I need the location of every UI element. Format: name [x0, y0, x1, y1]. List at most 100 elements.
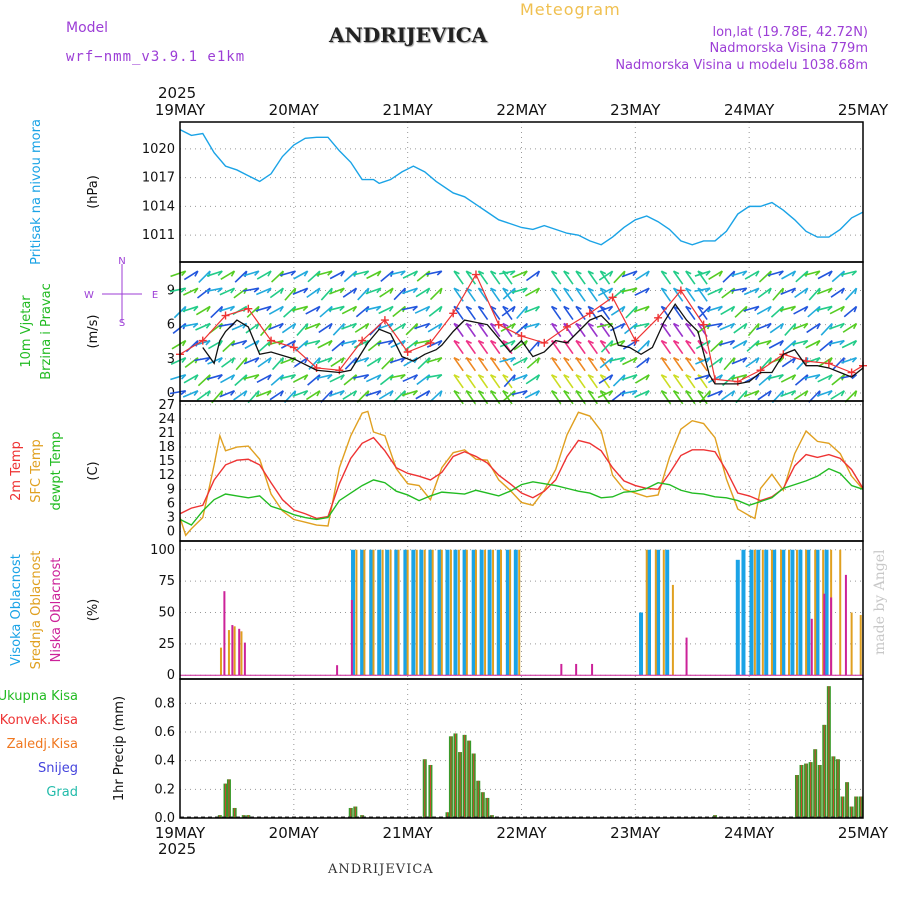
wind-barb [477, 374, 489, 389]
wind-barb-flag [218, 340, 223, 347]
wind-barb [279, 374, 296, 380]
wind-barb [170, 270, 186, 278]
gust-line [179, 273, 864, 383]
wind-barb-flag [551, 322, 558, 327]
wind-barb [330, 357, 345, 368]
wind-barb [807, 305, 821, 318]
wind-barb-flag [827, 390, 833, 396]
temp-2m-line [179, 436, 864, 520]
wind-barb-flag [253, 374, 260, 380]
wind-barb [563, 305, 574, 320]
wind-barb-flag [522, 374, 528, 380]
wind-barb [805, 339, 821, 349]
precip-conv-bar [860, 796, 862, 818]
cloud-bar-low [336, 665, 339, 676]
y-tick-label: 15 [158, 454, 175, 469]
wind-barb [417, 357, 431, 370]
wind-barb-flag [645, 287, 650, 294]
wind-barb [731, 270, 747, 277]
wind-barb-flag [376, 390, 382, 396]
gust-marker [244, 304, 253, 313]
wind-barb [672, 270, 684, 285]
wind-barb [256, 270, 272, 280]
wind-barb [489, 340, 501, 355]
wind-barb [685, 305, 696, 320]
wind-barb [477, 357, 489, 372]
wind-barb-flag [279, 306, 284, 312]
wind-barb-flag [230, 390, 236, 396]
wind-barb-flag [401, 323, 406, 330]
cloud-bar-high [646, 549, 651, 676]
wind-barb [597, 305, 613, 313]
wind-barb [732, 339, 748, 350]
wind-barb-flag [717, 322, 723, 328]
wind-barb [380, 270, 394, 283]
wind-barb [769, 322, 784, 334]
wind-barb [575, 287, 586, 302]
wind-barb [563, 270, 574, 285]
wind-barb [195, 305, 211, 316]
legend-label: Niska Oblacnost [49, 558, 64, 663]
cloud-bar-mid [805, 549, 808, 676]
precip-conv-bar [454, 733, 456, 818]
precip-conv-bar [447, 812, 449, 818]
y-tick-label: 1017 [142, 171, 175, 186]
gust-marker [289, 343, 298, 352]
wind-barb-flag [754, 305, 760, 312]
wind-barb [599, 340, 611, 355]
wind-barb [780, 389, 796, 397]
wind-barb [523, 322, 540, 329]
y-tick-label: 0.8 [154, 696, 175, 711]
y-axis-label: (C) [86, 461, 101, 480]
wind-barb-flag [229, 305, 236, 312]
wind-barb [780, 374, 796, 383]
wind-barb-flag [575, 322, 582, 327]
cloud-bar-high [377, 549, 382, 676]
wind-barb-flag [502, 322, 509, 327]
wind-barb [332, 322, 345, 336]
gust-marker [449, 309, 458, 318]
wind-barb-flag [278, 323, 284, 329]
wind-barb-flag [742, 340, 748, 347]
wind-barb [318, 322, 333, 334]
wind-barb-flag [254, 270, 260, 276]
wind-barb-flag [563, 390, 570, 395]
wind-barb [743, 287, 760, 296]
wind-barb-flag [400, 270, 406, 276]
wind-barb [402, 270, 418, 279]
wind-barb-flag [575, 374, 582, 379]
wind-barb-flag [180, 287, 187, 293]
wind-barb [832, 357, 845, 370]
wind-barb-flag [230, 287, 236, 294]
wind-barb-flag [193, 287, 199, 294]
wind-barb [587, 340, 599, 355]
wind-barb [816, 389, 833, 397]
precip-conv-bar [796, 775, 798, 818]
wind-barb [755, 339, 772, 346]
wind-barb [378, 390, 394, 400]
wind-barb-flag [340, 270, 345, 277]
wind-barb-flag [563, 270, 570, 275]
y-tick-label: 24 [158, 412, 175, 427]
wind-barb [219, 287, 235, 296]
precip-conv-bar [846, 782, 848, 818]
wind-barb [210, 305, 223, 319]
wind-barb [269, 390, 284, 401]
wind-barb-flag [478, 322, 485, 327]
wind-barb-flag [315, 305, 321, 312]
precip-conv-bar [424, 759, 426, 818]
wind-barb [271, 270, 284, 283]
wind-barb-flag [439, 390, 443, 397]
y-axis-label: 1hr Precip (mm) [112, 696, 127, 801]
wind-barb-flag [717, 305, 723, 312]
wind-barb [352, 374, 369, 379]
wind-barb-flag [853, 306, 858, 313]
wind-barb [636, 357, 650, 369]
wind-barb-flag [205, 323, 211, 329]
wind-barb [697, 270, 708, 285]
wind-barb [453, 323, 464, 338]
wind-barb-flag [509, 270, 516, 276]
wind-barb [477, 305, 489, 320]
wind-barb [414, 305, 430, 314]
wind-barb [781, 270, 796, 280]
